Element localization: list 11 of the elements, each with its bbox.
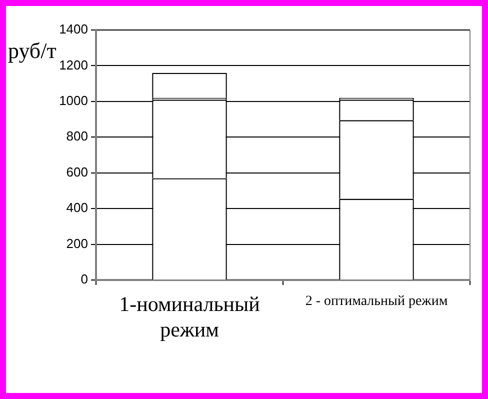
- x-tick-label: 2 - оптимальный режим: [305, 294, 448, 310]
- y-axis-title: руб/т: [8, 38, 57, 63]
- y-tick-label: 1400: [59, 22, 88, 37]
- y-tick-label: 600: [66, 164, 88, 180]
- y-tick-label: 1000: [59, 93, 88, 108]
- y-tick-label: 800: [66, 128, 88, 144]
- y-tick-label: 200: [66, 236, 88, 251]
- y-tick-label: 1200: [59, 57, 88, 72]
- y-tick-label: 400: [66, 200, 88, 216]
- y-tick-label: 0: [80, 272, 88, 287]
- x-tick-label: 1-номинальный режим: [119, 292, 260, 342]
